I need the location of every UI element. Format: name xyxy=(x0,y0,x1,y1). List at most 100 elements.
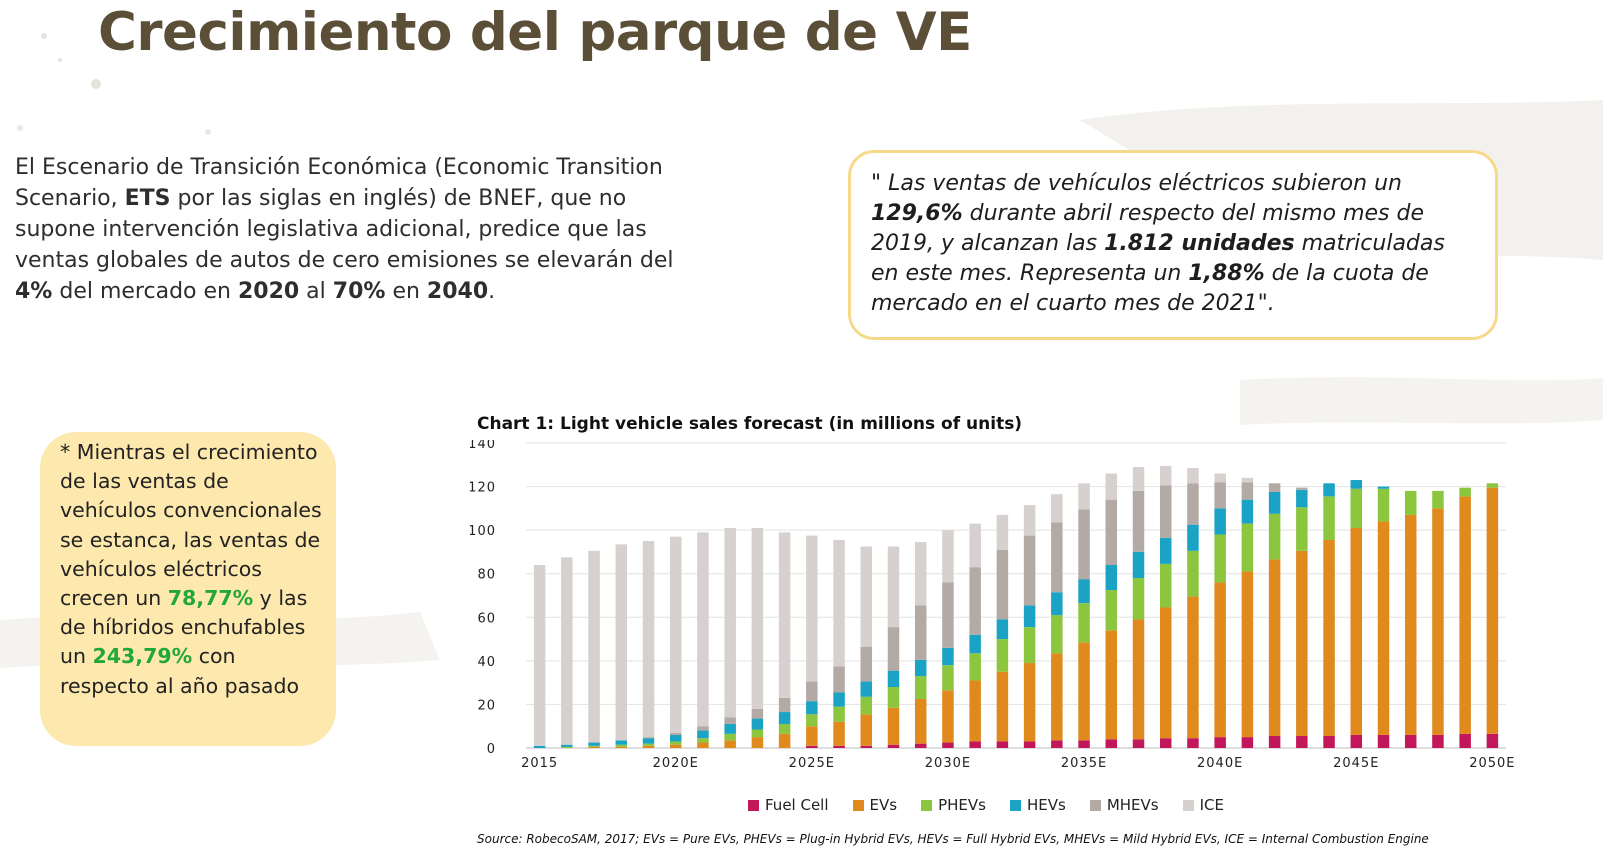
bar-segment-evs xyxy=(615,746,628,748)
bar-segment-fuel-cell xyxy=(1241,737,1254,748)
legend-item: Fuel Cell xyxy=(748,796,829,814)
legend-swatch xyxy=(1182,799,1194,811)
bar-segment-mhevs xyxy=(860,646,873,682)
intro-bold-ets: ETS xyxy=(124,186,171,211)
bar-segment-phevs xyxy=(1296,507,1308,551)
bar-segment-hevs xyxy=(1187,524,1199,551)
note-text-3: con respecto al año pasado xyxy=(60,644,300,698)
bar-segment-evs xyxy=(942,690,954,743)
bar-segment-evs xyxy=(1486,487,1499,734)
quote-text-2: durante abril respecto del mismo mes de … xyxy=(871,201,1425,256)
x-tick-label: 2040E xyxy=(1197,756,1243,771)
bar-segment-phevs xyxy=(751,729,764,738)
bar-segment-phevs xyxy=(833,706,845,722)
bar-segment-ice xyxy=(942,530,954,583)
bar-segment-evs xyxy=(1132,619,1145,740)
bar-segment-mhevs xyxy=(969,567,981,635)
bar-segment-evs xyxy=(1078,642,1090,741)
bar-segment-phevs xyxy=(1159,563,1172,608)
bar-segment-evs xyxy=(1023,663,1036,742)
legend-item: HEVs xyxy=(1009,796,1066,814)
bar-segment-evs xyxy=(914,698,927,744)
bar-segment-ice xyxy=(615,544,628,741)
bar-segment-mhevs xyxy=(1132,490,1145,552)
bar-segment-hevs xyxy=(996,619,1009,640)
legend-swatch xyxy=(748,799,759,811)
bar-segment-mhevs xyxy=(1023,535,1036,606)
bar-segment-evs xyxy=(1214,582,1226,738)
y-tick-label: 120 xyxy=(470,481,496,496)
bar-segment-phevs xyxy=(561,746,573,748)
bar-segment-evs xyxy=(642,745,655,748)
bar-segment-phevs xyxy=(1486,483,1499,488)
bar-segment-ice xyxy=(697,532,709,727)
quote-text-4: de la cuota de mercado en el cuarto mes … xyxy=(871,261,1429,316)
bar-segment-hevs xyxy=(1105,565,1118,591)
quote-bold-pct: 129,6% xyxy=(871,201,963,226)
bar-segment-hevs xyxy=(1023,605,1036,628)
bar-segment-mhevs xyxy=(942,582,954,648)
bar-segment-phevs xyxy=(724,733,736,741)
bar-segment-hevs xyxy=(1268,492,1281,514)
bar-segment-evs xyxy=(1404,514,1417,735)
intro-text-5: en xyxy=(385,279,427,304)
x-tick-label: 2020E xyxy=(653,756,699,771)
bar-segment-evs xyxy=(1459,496,1471,734)
bar-segment-phevs xyxy=(1051,615,1063,654)
bar-segment-phevs xyxy=(1459,487,1471,497)
bar-segment-evs xyxy=(1187,596,1199,739)
quote-box: " Las ventas de vehículos eléctricos sub… xyxy=(848,150,1498,340)
bar-segment-hevs xyxy=(1296,489,1308,508)
intro-text-3: del mercado en xyxy=(52,279,238,304)
bar-segment-evs xyxy=(833,721,845,746)
bar-segment-phevs xyxy=(778,724,791,734)
x-tick-label: 2015 xyxy=(521,756,558,771)
bar-segment-phevs xyxy=(887,687,900,708)
bar-segment-fuel-cell xyxy=(942,742,954,748)
bar-segment-hevs xyxy=(1323,483,1335,497)
intro-text-6: . xyxy=(488,279,496,304)
bar-segment-ice xyxy=(1241,477,1254,483)
sales-forecast-chart: 0 20 40 60 80 100 120 140 2015 2020E 2025E 2030E 203… xyxy=(470,440,1515,771)
bar-segment-fuel-cell xyxy=(1377,734,1390,748)
bar-segment-fuel-cell xyxy=(1323,736,1335,748)
bar-segment-fuel-cell xyxy=(1296,736,1308,748)
bar-segment-ice xyxy=(914,542,927,606)
y-tick-label: 80 xyxy=(477,568,496,583)
bar-segment-hevs xyxy=(533,745,546,748)
bar-segment-mhevs xyxy=(806,681,818,702)
bar-segment-hevs xyxy=(669,734,682,742)
bar-segment-hevs xyxy=(697,730,709,739)
bar-segment-mhevs xyxy=(1051,522,1063,593)
bar-segment-mhevs xyxy=(914,605,927,660)
bar-segment-phevs xyxy=(914,676,927,699)
bar-segment-phevs xyxy=(1241,523,1254,572)
bar-segment-phevs xyxy=(669,741,682,745)
bar-segment-hevs xyxy=(969,634,981,654)
bar-segment-fuel-cell xyxy=(1404,734,1417,748)
y-tick-label: 20 xyxy=(477,698,496,713)
bar-segment-phevs xyxy=(1214,534,1226,583)
bar-segment-hevs xyxy=(561,744,573,747)
bar-segment-mhevs xyxy=(1159,485,1172,538)
bar-segment-phevs xyxy=(615,744,628,747)
note-text-1: * Mientras el crecimiento de las ventas … xyxy=(60,440,322,611)
bar-segment-mhevs xyxy=(1078,509,1090,580)
x-tick-label: 2030E xyxy=(925,756,971,771)
bar-segment-hevs xyxy=(724,724,736,734)
bar-segment-ice xyxy=(996,514,1009,550)
bar-segment-mhevs xyxy=(1214,482,1226,509)
bar-segment-fuel-cell xyxy=(860,745,873,748)
bar-segment-evs xyxy=(1159,607,1172,739)
bar-segment-hevs xyxy=(1377,486,1390,489)
bar-segment-fuel-cell xyxy=(806,745,818,748)
bar-segment-ice xyxy=(1159,465,1172,486)
bar-segment-phevs xyxy=(1323,496,1335,540)
bar-segment-hevs xyxy=(833,692,845,707)
chart-legend: Fuel Cell EVs PHEVs HEVs MHEVs ICE xyxy=(748,796,1224,814)
y-tick-label: 100 xyxy=(470,524,496,539)
bar-segment-evs xyxy=(887,707,900,745)
intro-bold-70pct: 70% xyxy=(332,279,386,304)
bar-segment-phevs xyxy=(1432,490,1444,509)
bar-segment-hevs xyxy=(942,647,954,666)
